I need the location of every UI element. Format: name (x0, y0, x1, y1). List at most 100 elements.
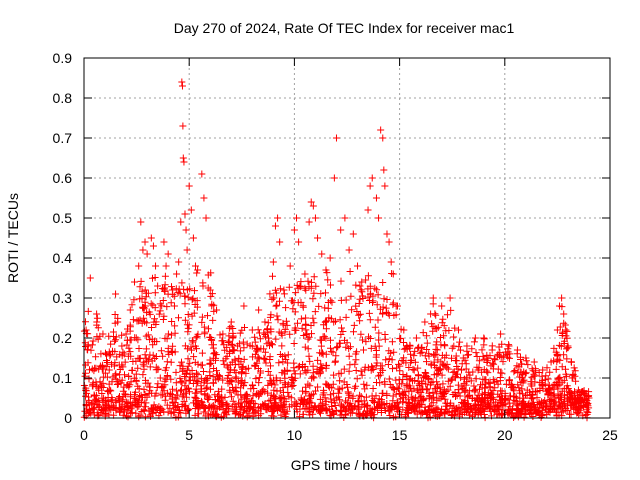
data-point (187, 206, 195, 214)
data-point (380, 166, 388, 174)
data-point (471, 334, 479, 342)
data-point (330, 174, 338, 182)
data-point (438, 302, 446, 310)
data-point (379, 134, 387, 142)
data-point (455, 326, 463, 334)
data-point (122, 330, 130, 338)
data-point (185, 182, 193, 190)
data-point (143, 250, 151, 258)
data-point (311, 214, 319, 222)
data-point (198, 170, 206, 178)
x-axis-label: GPS time / hours (291, 457, 398, 473)
data-point (105, 366, 113, 374)
data-point (421, 318, 429, 326)
data-point (280, 286, 288, 294)
y-tick-label: 0.7 (53, 130, 73, 146)
x-tick-label: 0 (80, 427, 88, 443)
data-point (269, 258, 277, 266)
data-point (118, 342, 126, 350)
data-point (412, 334, 420, 342)
y-tick-label: 0 (64, 410, 72, 426)
data-point (480, 334, 488, 342)
data-point (345, 246, 353, 254)
y-tick-label: 0.2 (53, 330, 73, 346)
data-point (377, 126, 385, 134)
data-point (290, 226, 298, 234)
data-point (349, 230, 357, 238)
x-tick-label: 15 (392, 427, 408, 443)
data-point (381, 182, 389, 190)
data-point (189, 234, 197, 242)
data-point (560, 310, 568, 318)
y-tick-label: 0.9 (53, 50, 73, 66)
y-tick-label: 0.3 (53, 290, 73, 306)
data-point (271, 222, 279, 230)
y-axis-label: ROTI / TECUs (5, 193, 21, 283)
data-point (387, 258, 395, 266)
data-point (530, 358, 538, 366)
data-point (364, 206, 372, 214)
data-point (178, 78, 186, 86)
data-point (130, 278, 138, 286)
tick-labels: 0 0.1 0.2 0.3 0.4 0.5 0.6 0.7 0.8 0.9 0 5 10 15 20 25 (53, 50, 618, 443)
data-point (152, 262, 160, 270)
data-point (179, 154, 187, 162)
data-point-cloud (80, 268, 593, 422)
data-point (385, 238, 393, 246)
x-tick-label: 25 (602, 427, 618, 443)
data-point (141, 238, 149, 246)
data-point (126, 306, 134, 314)
data-point (446, 294, 454, 302)
grid (84, 58, 610, 418)
data-point (341, 214, 349, 222)
data-point (179, 122, 187, 130)
data-point (553, 326, 561, 334)
data-point (154, 282, 162, 290)
y-tick-label: 0.1 (53, 370, 73, 386)
data-point (558, 294, 566, 302)
data-point (326, 254, 334, 262)
data-point (286, 262, 294, 270)
data-point (366, 182, 374, 190)
data-point (192, 262, 200, 270)
data-point (178, 82, 186, 90)
data-point (139, 246, 147, 254)
plot-frame (83, 57, 611, 419)
data-point (337, 226, 345, 234)
data-point (383, 230, 391, 238)
data-point (182, 226, 190, 234)
data-point (137, 218, 145, 226)
data-point (135, 262, 143, 270)
data-point (314, 234, 322, 242)
x-tick-label: 5 (185, 427, 193, 443)
data-point (255, 306, 263, 314)
x-tick-label: 10 (287, 427, 303, 443)
data-point (180, 158, 188, 166)
data-point (497, 330, 505, 338)
data-point (354, 262, 362, 270)
data-point (372, 194, 380, 202)
y-tick-label: 0.8 (53, 90, 73, 106)
data-point (177, 218, 185, 226)
data-point (170, 302, 178, 310)
x-tick-label: 20 (497, 427, 513, 443)
data-point (368, 174, 376, 182)
data-point (183, 246, 191, 254)
chart-title: Day 270 of 2024, Rate Of TEC Index for r… (174, 20, 515, 36)
data-point (276, 238, 284, 246)
data-point (429, 294, 437, 302)
data-point (219, 330, 227, 338)
data-point (173, 270, 181, 278)
data-point (293, 214, 301, 222)
data-point (307, 198, 315, 206)
data-point (93, 310, 101, 318)
data-point (162, 262, 170, 270)
data-point (309, 202, 317, 210)
axis-ticks (83, 57, 611, 419)
data-point (200, 194, 208, 202)
data-point (149, 242, 157, 250)
data-point (358, 278, 366, 286)
data-point (274, 214, 282, 222)
data-point (164, 250, 172, 258)
